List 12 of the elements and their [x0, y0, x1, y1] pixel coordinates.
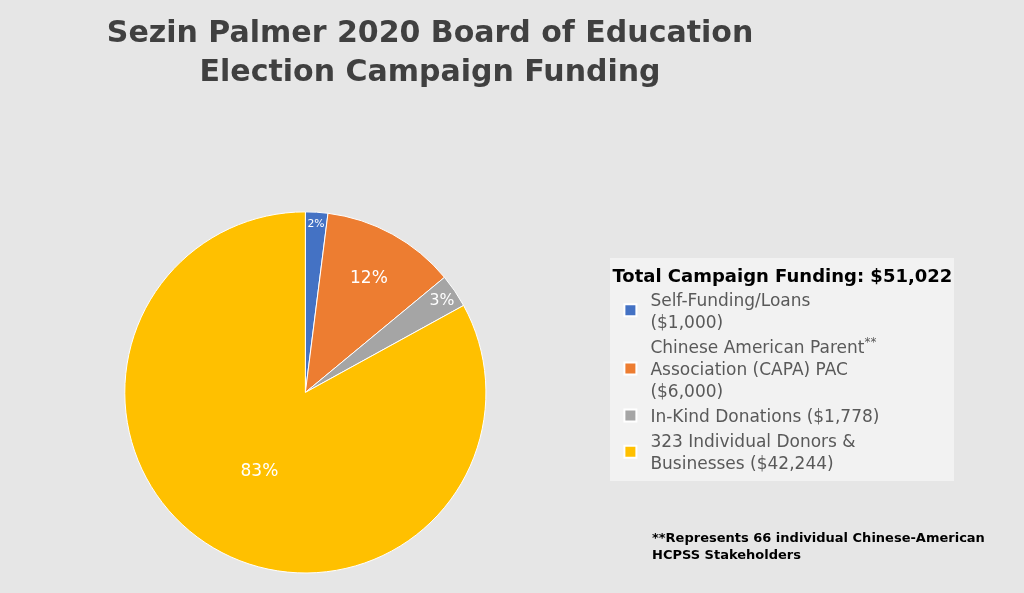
data-label: 12%: [350, 266, 388, 287]
category-label: Chinese American Parent$^{**}$ Association (CAPA) PAC ($6,000): [650, 334, 877, 402]
data-label: 83%: [240, 460, 279, 481]
legend-title: Total Campaign Funding: $51,022: [612, 264, 953, 286]
chart-title: Sezin Palmer 2020 Board of Education Election Campaign Funding: [106, 13, 754, 88]
legend-label: 323 Individual Donors & Businesses ($42,244): [650, 431, 856, 474]
data-label: 2%: [307, 216, 325, 230]
text: **Represents 66 individual Chinese-American HCPSS Stakeholders: [652, 530, 985, 562]
pie-slice: [124, 211, 487, 574]
legend-label: In-Kind Donations ($1,778): [650, 406, 880, 427]
data-label: 3%: [429, 290, 455, 310]
legend-label: Self-Funding/Loans ($1,000): [650, 289, 811, 332]
